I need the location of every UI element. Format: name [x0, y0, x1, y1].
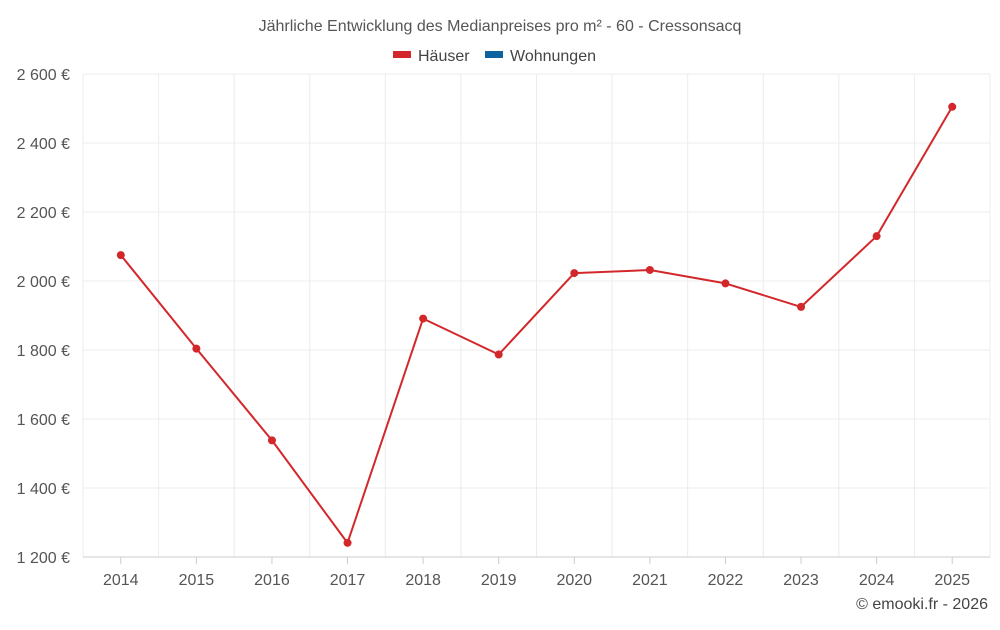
y-tick-label: 2 200 €: [17, 205, 70, 222]
data-point-haeuser: [494, 350, 503, 359]
x-tick-label: 2022: [708, 572, 744, 589]
x-tick-label: 2016: [254, 572, 290, 589]
data-point-haeuser: [267, 436, 276, 445]
legend: Häuser Wohnungen: [393, 48, 596, 65]
x-tick-label: 2015: [179, 572, 215, 589]
y-tick-label: 2 600 €: [17, 67, 70, 84]
x-tick-label: 2023: [783, 572, 819, 589]
x-tick-label: 2014: [103, 572, 139, 589]
y-tick-label: 1 200 €: [17, 550, 70, 567]
legend-label-wohnungen[interactable]: Wohnungen: [510, 48, 596, 65]
data-point-haeuser: [872, 232, 881, 241]
data-point-haeuser: [570, 269, 579, 278]
series-layer: [116, 102, 957, 547]
y-tick-label: 2 400 €: [17, 136, 70, 153]
y-tick-label: 1 800 €: [17, 343, 70, 360]
x-tick-label: 2024: [859, 572, 895, 589]
legend-swatch-haeuser[interactable]: [393, 51, 411, 58]
x-tick-label: 2018: [405, 572, 441, 589]
x-tick-label: 2025: [934, 572, 970, 589]
data-point-haeuser: [645, 265, 654, 274]
x-axis: 2014 2015 2016 2017 2018 2019 2020 2021 2022 2023…: [83, 556, 990, 589]
x-tick-label: 2021: [632, 572, 668, 589]
data-point-haeuser: [343, 538, 352, 547]
y-tick-label: 1 400 €: [17, 481, 70, 498]
grid: [82, 73, 991, 557]
data-point-haeuser: [948, 102, 957, 111]
data-point-haeuser: [116, 251, 125, 260]
y-tick-label: 2 000 €: [17, 274, 70, 291]
x-tick-label: 2017: [330, 572, 366, 589]
x-tick-label: 2020: [556, 572, 592, 589]
data-point-haeuser: [721, 279, 730, 288]
y-tick-label: 1 600 €: [17, 412, 70, 429]
data-point-haeuser: [419, 314, 428, 323]
credit-text: © emooki.fr - 2026: [856, 596, 988, 613]
series-line-haeuser: [120, 106, 954, 544]
data-point-haeuser: [797, 302, 806, 311]
x-tick-label: 2019: [481, 572, 517, 589]
y-axis: 1 200 € 1 400 € 1 600 € 1 800 € 2 000 € 2 200…: [17, 67, 70, 567]
chart-title: Jährliche Entwicklung des Medianpreises …: [259, 18, 742, 35]
legend-label-haeuser[interactable]: Häuser: [418, 48, 470, 65]
data-point-haeuser: [192, 344, 201, 353]
legend-swatch-wohnungen[interactable]: [485, 51, 503, 58]
